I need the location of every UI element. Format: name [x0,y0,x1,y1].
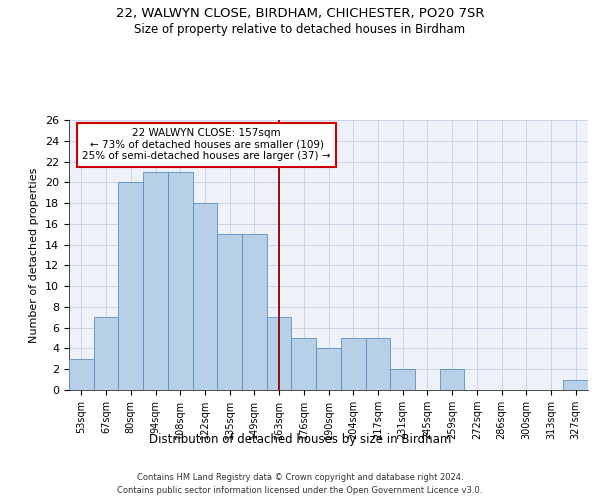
Y-axis label: Number of detached properties: Number of detached properties [29,168,40,342]
Bar [193,203,217,390]
Bar [292,338,316,390]
Text: Distribution of detached houses by size in Birdham: Distribution of detached houses by size … [149,432,451,446]
Bar [118,182,143,390]
Bar [69,359,94,390]
Bar [242,234,267,390]
Text: Contains HM Land Registry data © Crown copyright and database right 2024.: Contains HM Land Registry data © Crown c… [137,472,463,482]
Bar [365,338,390,390]
Bar [390,369,415,390]
Bar [217,234,242,390]
Text: Contains public sector information licensed under the Open Government Licence v3: Contains public sector information licen… [118,486,482,495]
Bar [563,380,588,390]
Bar [94,318,118,390]
Bar [316,348,341,390]
Bar [168,172,193,390]
Bar [440,369,464,390]
Text: 22 WALWYN CLOSE: 157sqm
← 73% of detached houses are smaller (109)
25% of semi-d: 22 WALWYN CLOSE: 157sqm ← 73% of detache… [82,128,331,162]
Bar [143,172,168,390]
Bar [341,338,365,390]
Bar [267,318,292,390]
Text: 22, WALWYN CLOSE, BIRDHAM, CHICHESTER, PO20 7SR: 22, WALWYN CLOSE, BIRDHAM, CHICHESTER, P… [116,8,484,20]
Text: Size of property relative to detached houses in Birdham: Size of property relative to detached ho… [134,22,466,36]
